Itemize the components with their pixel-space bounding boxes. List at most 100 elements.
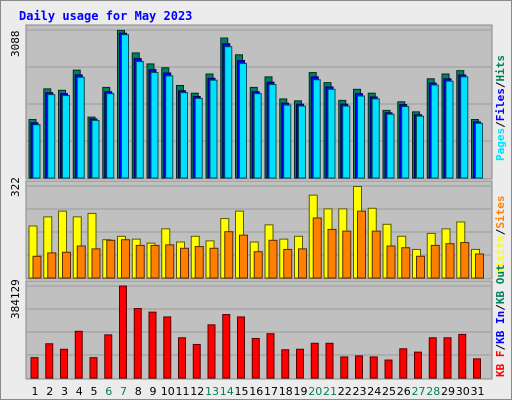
- kbytes-bar: [207, 324, 216, 379]
- kbytes-axis-max-label: 384129: [9, 279, 22, 319]
- pages-bar: [460, 76, 469, 179]
- day-label: 3: [61, 385, 68, 398]
- sites-bar: [416, 255, 425, 279]
- sites-bar: [268, 239, 278, 279]
- sites-bar: [180, 247, 189, 279]
- kbytes-bar: [178, 337, 186, 379]
- day-label: 11: [176, 385, 190, 398]
- sites-bar: [327, 228, 337, 279]
- sites-bar: [209, 247, 219, 279]
- day-label: 2: [46, 385, 53, 398]
- pages-bar: [76, 76, 85, 179]
- sites-bar: [312, 217, 322, 279]
- day-label: 19: [294, 385, 308, 398]
- kbytes-bar: [310, 342, 319, 379]
- pages-bar: [253, 93, 262, 179]
- kbytes-bar: [163, 316, 172, 379]
- day-label: 24: [367, 385, 381, 398]
- pages-bar: [357, 95, 365, 179]
- pages-bar: [445, 80, 454, 179]
- bars: [28, 29, 484, 379]
- sites-bar: [475, 253, 484, 279]
- day-label: 9: [150, 385, 157, 398]
- kbytes-bar: [30, 357, 39, 379]
- day-label: 20: [308, 385, 322, 398]
- sites-bar: [106, 239, 116, 279]
- day-label: 16: [249, 385, 263, 398]
- day-label: 15: [235, 385, 249, 398]
- sites-bar: [91, 248, 101, 279]
- legend-entry: Visits: [494, 235, 507, 275]
- sites-bar: [150, 244, 160, 279]
- day-label: 5: [91, 385, 98, 398]
- day-label: 21: [323, 385, 337, 398]
- kbytes-bar: [237, 316, 245, 379]
- sites-bar: [386, 245, 396, 279]
- kbytes-bar: [340, 356, 349, 379]
- legend-entry: /: [494, 304, 507, 311]
- pages-bar: [416, 115, 424, 179]
- sites-bar: [62, 251, 71, 279]
- pages-bar: [180, 92, 188, 179]
- day-label: 10: [161, 385, 175, 398]
- day-label: 8: [135, 385, 142, 398]
- legend-entry: /: [494, 228, 507, 235]
- kbytes-bar: [443, 337, 452, 379]
- kbytes-bar: [428, 337, 437, 379]
- kbytes-bar: [473, 358, 481, 379]
- pages-bar: [47, 94, 56, 179]
- day-label: 25: [382, 385, 396, 398]
- pages-bar: [32, 124, 41, 179]
- legend-entry: Files: [494, 88, 507, 121]
- pages-bar: [121, 34, 129, 179]
- sites-bar: [121, 239, 130, 279]
- pages-bar: [283, 104, 292, 179]
- sites-bar: [342, 230, 352, 279]
- kbytes-bar: [192, 343, 201, 379]
- visits-legend: Visits/Sites: [494, 196, 507, 276]
- kbytes-bar: [104, 334, 113, 379]
- kbytes-bar: [222, 314, 231, 379]
- sites-bar: [283, 248, 293, 279]
- pages-bar: [371, 98, 380, 179]
- pages-bar: [91, 119, 100, 179]
- sites-bar: [194, 246, 204, 279]
- kbytes-bar: [399, 348, 408, 379]
- sites-bar: [224, 231, 234, 279]
- kbytes-bar: [251, 337, 260, 379]
- kbytes-bar: [281, 349, 290, 379]
- kbytes-bar: [458, 333, 467, 379]
- kbytes-bar: [45, 343, 54, 379]
- day-label: 18: [279, 385, 293, 398]
- day-label: 28: [426, 385, 440, 398]
- sites-bar: [357, 210, 366, 279]
- legend-entry: Pages: [494, 128, 507, 161]
- sites-bar: [239, 234, 248, 279]
- pages-bar: [475, 122, 483, 179]
- kbytes-bar: [369, 356, 378, 379]
- day-label: 30: [456, 385, 470, 398]
- kbytes-bar: [60, 348, 68, 379]
- pages-bar: [209, 79, 218, 179]
- kbytes-bar: [89, 357, 98, 379]
- sites-bar: [47, 252, 57, 279]
- day-label: 13: [205, 385, 219, 398]
- day-label: 17: [264, 385, 278, 398]
- sites-bar: [460, 242, 470, 279]
- pages-bar: [312, 79, 321, 179]
- sites-bar: [76, 245, 86, 279]
- kbytes-bar: [414, 351, 422, 379]
- chart-title: Daily usage for May 2023: [19, 9, 192, 23]
- pages-bar: [62, 95, 70, 179]
- pages-bar: [327, 88, 336, 179]
- pages-bar: [430, 84, 439, 179]
- pages-bar: [298, 105, 306, 179]
- legend-entry: KB F: [494, 351, 507, 378]
- sites-bar: [32, 255, 42, 279]
- pages-bar: [194, 97, 203, 179]
- legend-entry: Hits: [494, 55, 507, 82]
- pages-bar: [135, 61, 144, 179]
- legend-entry: /: [494, 81, 507, 88]
